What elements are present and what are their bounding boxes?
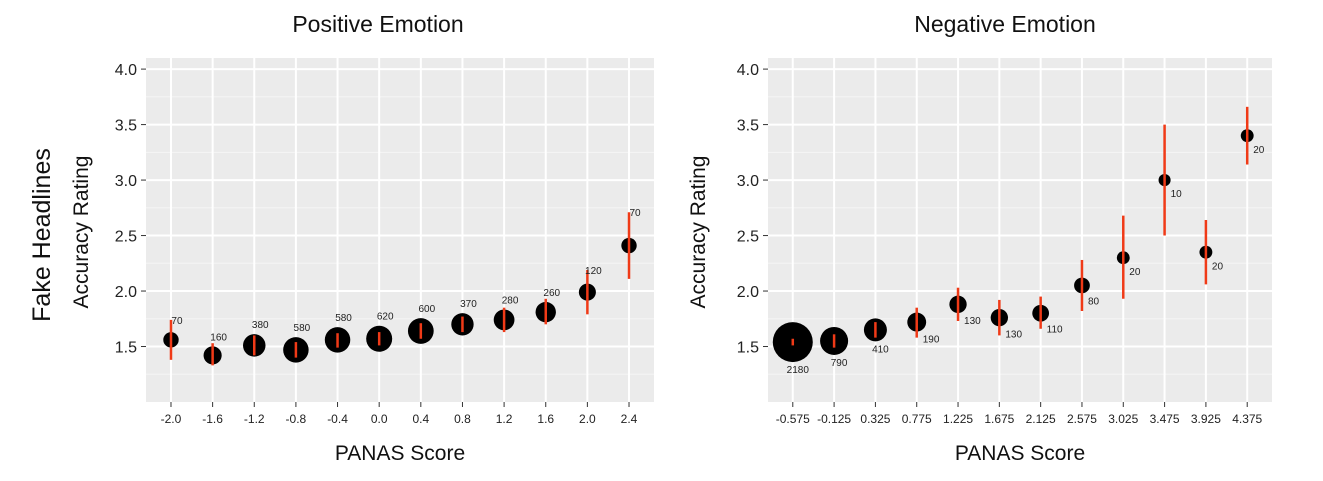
count-label: 130 (1005, 329, 1022, 340)
y-axis-label: Accuracy Rating (687, 156, 710, 309)
plot-background (146, 58, 654, 402)
x-tick-label: 3.925 (1191, 412, 1221, 426)
chart-title: Negative Emotion (914, 11, 1096, 37)
count-label: 70 (171, 316, 183, 327)
y-axis-label: Accuracy Rating (70, 156, 93, 309)
x-tick-label: 0.775 (902, 412, 932, 426)
count-label: 580 (335, 313, 352, 324)
x-tick-label: 2.575 (1067, 412, 1097, 426)
y-tick-label: 3.5 (737, 118, 759, 135)
y-tick-label: 1.5 (115, 340, 137, 357)
count-label: 20 (1212, 262, 1224, 273)
count-label: 80 (1088, 296, 1100, 307)
x-tick-label: 1.225 (943, 412, 973, 426)
y-tick-label: 2.0 (115, 284, 137, 301)
x-tick-label: 2.4 (621, 412, 638, 426)
y-tick-label: 3.0 (737, 173, 759, 190)
x-tick-label: 3.475 (1150, 412, 1180, 426)
count-label: 410 (872, 344, 889, 355)
x-tick-label: 3.025 (1108, 412, 1138, 426)
chart-panel-1: 1.5 2.0 2.5 3.0 3.5 4.0 -2.0 -1.6 -1.2 -0.8 -0.4 0.… (70, 11, 654, 465)
count-label: 790 (831, 358, 848, 369)
y-tick-label: 2.0 (737, 284, 759, 301)
x-tick-label: 2.0 (579, 412, 596, 426)
row-label: Fake Headlines (28, 148, 56, 322)
count-label: 2180 (787, 365, 810, 376)
count-label: 380 (252, 320, 269, 331)
x-tick-label: -2.0 (161, 412, 182, 426)
x-tick-label: 1.2 (496, 412, 513, 426)
plot-background (768, 58, 1272, 402)
x-axis-label: PANAS Score (335, 442, 465, 465)
count-label: 10 (1171, 189, 1183, 200)
count-label: 370 (460, 299, 477, 310)
y-tick-label: 1.5 (737, 340, 759, 357)
x-axis-label: PANAS Score (955, 442, 1085, 465)
x-tick-label: -1.2 (244, 412, 265, 426)
x-tick-label: 2.125 (1026, 412, 1056, 426)
count-label: 120 (585, 266, 602, 277)
count-label: 130 (964, 316, 981, 327)
y-tick-label: 3.0 (115, 173, 137, 190)
x-tick-label: 0.8 (454, 412, 471, 426)
y-tick-label: 4.0 (737, 62, 759, 79)
y-tick-label: 2.5 (737, 229, 759, 246)
count-label: 20 (1129, 267, 1141, 278)
x-tick-label: 0.325 (860, 412, 890, 426)
count-label: 280 (502, 296, 519, 307)
y-tick-label: 3.5 (115, 118, 137, 135)
chart-panel-2: 1.5 2.0 2.5 3.0 3.5 4.0 -0.575 -0.125 0.325 0.775… (687, 11, 1272, 465)
y-tick-label: 4.0 (115, 62, 137, 79)
count-label: 190 (923, 335, 940, 346)
count-label: 580 (294, 323, 311, 334)
x-tick-label: 1.6 (537, 412, 554, 426)
x-tick-label: 1.675 (984, 412, 1014, 426)
x-tick-label: -1.6 (202, 412, 223, 426)
x-tick-label: -0.575 (776, 412, 810, 426)
x-tick-label: -0.4 (327, 412, 348, 426)
x-tick-label: -0.8 (286, 412, 307, 426)
x-tick-label: 4.375 (1232, 412, 1262, 426)
count-label: 20 (1253, 145, 1265, 156)
count-label: 600 (418, 304, 435, 315)
y-tick-label: 2.5 (115, 229, 137, 246)
count-label: 260 (543, 288, 560, 299)
count-label: 110 (1047, 325, 1063, 336)
count-label: 620 (377, 312, 394, 323)
count-label: 160 (210, 332, 227, 343)
x-tick-label: 0.4 (412, 412, 429, 426)
x-tick-label: 0.0 (371, 412, 388, 426)
x-tick-label: -0.125 (817, 412, 851, 426)
chart-title: Positive Emotion (292, 11, 463, 37)
count-label: 70 (629, 208, 641, 219)
